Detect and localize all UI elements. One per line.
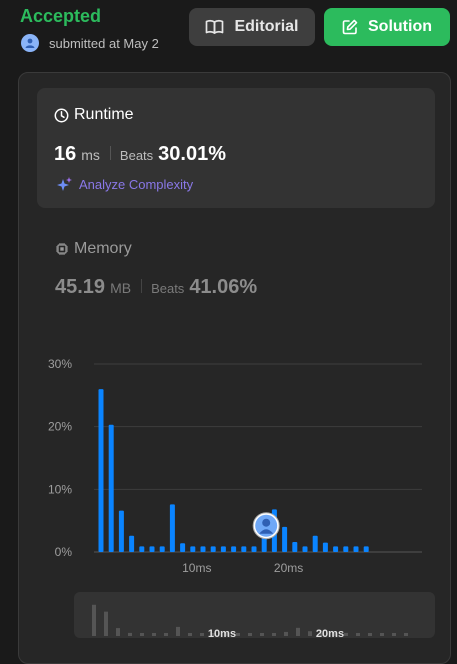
mini-x-tick-label: 10ms (208, 628, 236, 638)
mini-bar (176, 626, 180, 636)
chart-bar[interactable] (200, 546, 206, 552)
solution-label: Solution (368, 18, 432, 35)
runtime-unit: ms (81, 147, 100, 163)
mini-bar (212, 633, 216, 636)
y-tick-label: 0% (55, 545, 73, 559)
mini-bar (332, 633, 336, 636)
chart-bar[interactable] (312, 535, 318, 552)
mini-bar (296, 627, 300, 636)
runtime-metric: 16 ms Beats 30.01% (54, 143, 226, 166)
mini-bar (164, 633, 168, 636)
editorial-label: Editorial (234, 18, 299, 35)
chart-bar[interactable] (98, 389, 104, 552)
memory-beats-label: Beats (151, 281, 185, 296)
divider (109, 146, 111, 160)
chart-bar[interactable] (139, 546, 145, 552)
y-tick-label: 30% (48, 357, 72, 371)
runtime-card[interactable]: Runtime 16 ms Beats 30.01% Analyze Compl… (37, 88, 435, 208)
y-tick-label: 10% (48, 482, 72, 496)
mini-bar (260, 633, 264, 636)
x-tick-label: 10ms (182, 561, 211, 575)
memory-unit: MB (110, 280, 132, 296)
chart-bar[interactable] (108, 424, 114, 552)
status-accepted: Accepted (20, 6, 102, 26)
mini-bar (152, 633, 156, 636)
chart-bar[interactable] (210, 546, 216, 552)
runtime-beats-label: Beats (119, 148, 154, 163)
mini-bar (368, 633, 372, 636)
chart-range-navigator[interactable]: 10ms 20ms (74, 592, 435, 638)
chart-bar[interactable] (353, 546, 359, 552)
mini-distribution-chart[interactable]: 10ms 20ms (74, 592, 435, 638)
chart-bar[interactable] (343, 546, 349, 552)
mini-bar (128, 632, 132, 636)
mini-bar (92, 604, 96, 636)
memory-metric: 45.19 MB Beats 41.06% (55, 276, 257, 299)
mini-bar (248, 633, 252, 636)
book-icon (206, 19, 224, 34)
mini-bar (380, 633, 384, 636)
memory-title[interactable]: Memory (55, 240, 132, 258)
y-tick-label: 20% (48, 420, 72, 434)
chart-bar[interactable] (282, 526, 288, 552)
mini-bar (404, 633, 408, 636)
chart-bar[interactable] (241, 546, 247, 552)
runtime-value: 16 (54, 143, 77, 165)
runtime-beats-pct: 30.01% (158, 143, 227, 165)
editorial-button[interactable]: Editorial (189, 8, 315, 46)
chart-bar[interactable] (180, 543, 186, 552)
mini-bar (140, 633, 144, 636)
submitted-text: submitted at May 2 (49, 35, 159, 51)
clock-icon (54, 108, 69, 122)
marker-body (259, 529, 274, 534)
chart-bar[interactable] (159, 546, 165, 552)
chart-bar[interactable] (251, 546, 257, 552)
chart-bar[interactable] (322, 542, 328, 552)
chart-bar[interactable] (149, 546, 155, 552)
runtime-label: Runtime (74, 106, 134, 123)
analyze-complexity-label: Analyze Complexity (79, 177, 194, 192)
mini-bar (104, 611, 108, 636)
mini-bar (236, 633, 240, 636)
mini-bar (116, 628, 120, 636)
user-icon (25, 38, 35, 48)
edit-icon (342, 19, 358, 35)
mini-bar (272, 633, 276, 636)
your-submission-marker[interactable] (252, 512, 280, 540)
runtime-distribution-chart[interactable]: 30% 20% 10% 0% 10ms 20ms (37, 345, 437, 585)
chart-bar[interactable] (169, 504, 175, 552)
mini-bar (200, 633, 204, 636)
chart-bar[interactable] (220, 546, 226, 552)
submission-info: submitted at May 2 (21, 33, 171, 53)
marker-head (262, 518, 271, 527)
sparkle-icon (57, 177, 72, 191)
memory-beats-pct: 41.06% (189, 276, 258, 298)
chart-bar[interactable] (302, 546, 308, 552)
mini-bar (224, 633, 228, 636)
chart-bar[interactable] (118, 510, 124, 552)
mini-bar (308, 631, 312, 636)
chip-icon (56, 243, 68, 255)
mini-bar (344, 632, 348, 636)
chart-bar[interactable] (190, 546, 196, 552)
mini-bar (320, 633, 324, 636)
memory-value: 45.19 (55, 276, 106, 298)
chart-bar[interactable] (292, 541, 298, 552)
avatar[interactable] (21, 34, 39, 52)
solution-button[interactable]: Solution (324, 8, 450, 46)
chart-bar[interactable] (129, 535, 135, 552)
analyze-complexity-link[interactable]: Analyze Complexity (56, 176, 193, 193)
divider (141, 279, 143, 293)
x-tick-label: 20ms (274, 561, 303, 575)
mini-x-tick-label: 20ms (316, 628, 344, 638)
runtime-title: Runtime (54, 106, 134, 124)
mini-bar (392, 633, 396, 636)
chart-bar[interactable] (333, 546, 339, 552)
mini-bar (356, 633, 360, 636)
memory-label: Memory (74, 240, 132, 257)
chart-bar[interactable] (363, 546, 369, 552)
chart-bar[interactable] (231, 546, 237, 552)
mini-bar (188, 633, 192, 636)
mini-bar (284, 631, 288, 636)
